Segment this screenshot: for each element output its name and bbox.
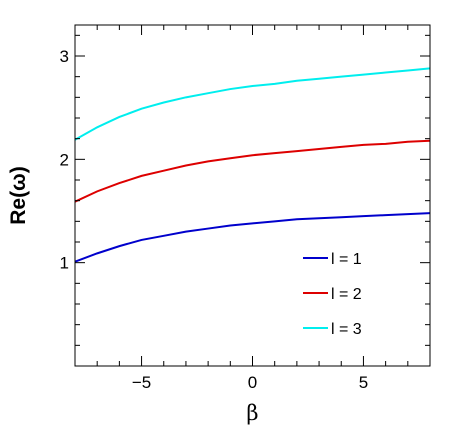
legend: l = 1 l = 2 l = 3 — [303, 251, 362, 338]
axis-ticks — [74, 25, 431, 366]
legend-label-3: l = 3 — [331, 321, 362, 338]
plot-lines — [74, 67, 431, 263]
x-tick-label: −5 — [132, 373, 151, 392]
y-tick-label: 1 — [60, 254, 69, 273]
legend-label-1: l = 1 — [331, 251, 362, 268]
x-tick-label: 0 — [248, 373, 257, 392]
series-line-3 — [74, 67, 431, 141]
y-tick-label: 2 — [60, 150, 69, 169]
x-axis-title: β — [246, 401, 258, 425]
legend-label-2: l = 2 — [331, 286, 362, 303]
tick-labels: −5 0 5 1 2 3 — [60, 47, 369, 392]
plot-frame — [74, 24, 431, 367]
x-tick-label: 5 — [359, 373, 368, 392]
y-axis-title: Re(ω) — [7, 166, 30, 225]
series-line-1 — [74, 212, 431, 263]
series-line-2 — [74, 139, 431, 203]
y-tick-label: 3 — [60, 47, 69, 66]
